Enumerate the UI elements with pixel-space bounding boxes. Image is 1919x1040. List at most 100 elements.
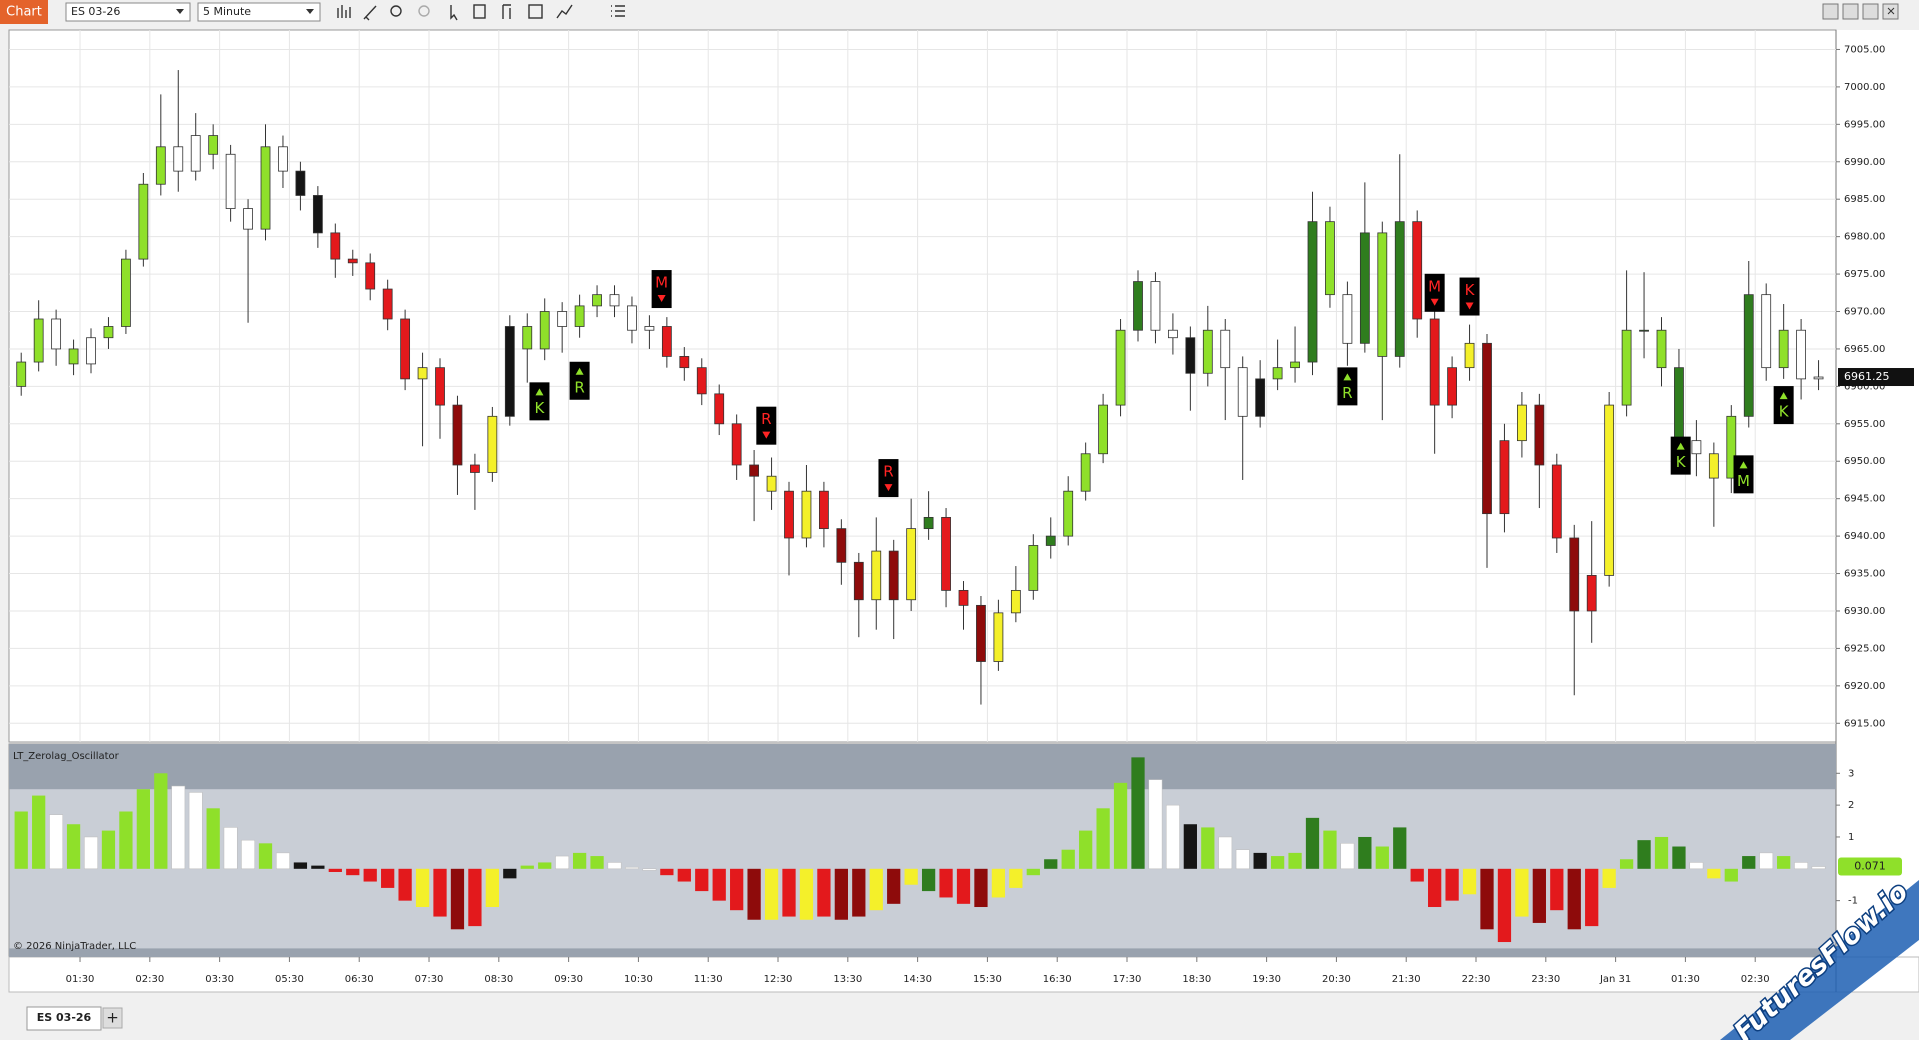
oscillator-title: LT_Zerolag_Oscillator <box>13 751 120 762</box>
window-buttons <box>1822 3 1899 20</box>
icon-list[interactable] <box>611 5 625 17</box>
signal-arrow <box>1465 302 1474 310</box>
icon-data[interactable] <box>473 4 486 19</box>
x-tick-label: 23:30 <box>1531 974 1560 985</box>
candle-body <box>208 135 219 155</box>
oscillator-bar <box>14 811 28 869</box>
signal-arrow <box>762 431 771 439</box>
candle-body <box>1534 404 1545 466</box>
candle-body <box>1621 329 1632 406</box>
icon-draw[interactable] <box>363 5 377 21</box>
chart-button[interactable] <box>0 0 48 24</box>
candle-body <box>888 550 899 601</box>
signal-arrow <box>535 388 544 396</box>
candle-body <box>661 326 672 357</box>
oscillator-bar <box>1323 830 1337 869</box>
candle-body <box>295 170 306 196</box>
tab-label: ES 03-26 <box>37 1011 92 1024</box>
oscillator-bar <box>1428 868 1442 908</box>
interval-select[interactable] <box>197 2 321 22</box>
oscillator-bar <box>1777 856 1791 869</box>
candle-body <box>400 318 411 380</box>
oscillator-bar <box>974 868 988 908</box>
oscillator-bar <box>49 814 63 870</box>
candle-body <box>190 135 201 172</box>
window-button[interactable] <box>1862 3 1879 20</box>
icon-zoom-out[interactable] <box>418 5 430 17</box>
candle-body <box>1604 404 1615 576</box>
oscillator-bar <box>363 868 377 882</box>
icon-line[interactable] <box>556 4 573 19</box>
candle-body <box>522 326 533 350</box>
oscillator-bar <box>311 865 325 869</box>
oscillator-bar <box>939 868 953 898</box>
icon-grid[interactable] <box>528 4 543 19</box>
instrument-select[interactable] <box>65 2 191 22</box>
oscillator-bar <box>1707 868 1721 879</box>
candle-body <box>1586 575 1597 612</box>
oscillator-bar <box>1305 817 1320 869</box>
icon-zoom-in[interactable] <box>390 5 402 17</box>
oscillator-bar <box>1515 868 1529 917</box>
oscillator-bar <box>415 868 430 908</box>
candle-body <box>1412 221 1423 320</box>
candle-body <box>819 490 829 530</box>
candle-body <box>993 612 1004 662</box>
candle-body <box>260 146 271 230</box>
oscillator-bar <box>1602 868 1616 888</box>
icon-bars[interactable] <box>337 5 351 18</box>
candle-body <box>1150 281 1161 331</box>
candle-body <box>470 464 480 473</box>
level-band <box>9 744 1836 790</box>
window-button[interactable] <box>1842 3 1859 20</box>
candle-body <box>16 361 27 387</box>
instrument-label: ES 03-26 <box>71 5 120 18</box>
candle-body <box>731 423 742 466</box>
signal-label: K <box>1676 453 1687 471</box>
signal-marker: K <box>529 382 550 421</box>
oscillator-bar <box>206 808 220 869</box>
dropdown-arrow <box>306 9 314 14</box>
candle-body <box>452 404 463 466</box>
signal-arrow <box>1779 392 1788 400</box>
candle-body <box>103 326 114 339</box>
y-tick-label: 2 <box>1848 800 1854 811</box>
candle-body <box>1220 329 1231 369</box>
oscillator-bar <box>1166 804 1180 870</box>
icon-bracket[interactable] <box>502 4 511 19</box>
oscillator-bar <box>590 856 604 869</box>
icon-pointer[interactable] <box>450 5 458 21</box>
x-tick-label: 20:30 <box>1322 974 1351 985</box>
y-tick-label: 6985.00 <box>1844 194 1885 205</box>
candle-body <box>86 337 96 365</box>
signal-marker: M <box>1424 273 1445 312</box>
candle-body <box>1325 221 1335 296</box>
oscillator-bar <box>485 868 499 908</box>
oscillator-bar <box>1148 779 1163 870</box>
signal-marker: R <box>756 406 777 445</box>
price-axis <box>1836 30 1919 990</box>
candle-body <box>1674 367 1684 442</box>
candle-body <box>1569 537 1580 612</box>
y-tick-label: 6990.00 <box>1844 157 1885 168</box>
signal-box <box>1424 273 1445 312</box>
oscillator-bar <box>1253 852 1267 869</box>
tab[interactable] <box>26 1006 102 1031</box>
signal-marker: K <box>1670 436 1691 475</box>
oscillator-bar <box>1131 757 1145 869</box>
window-button[interactable] <box>1822 3 1839 20</box>
add-tab-button[interactable] <box>102 1007 123 1029</box>
oscillator-bar <box>956 868 971 904</box>
oscillator-bar <box>538 862 552 869</box>
oscillator-bar <box>1445 868 1459 901</box>
candle-body <box>1499 440 1510 515</box>
tab-bar <box>0 996 1919 1040</box>
oscillator-bar <box>433 868 447 917</box>
candle-body <box>1202 329 1213 374</box>
candle-body <box>278 146 288 172</box>
candle-body <box>121 258 131 327</box>
oscillator-bar <box>101 830 116 869</box>
signal-arrow <box>1343 373 1352 381</box>
oscillator-bar <box>887 868 901 904</box>
